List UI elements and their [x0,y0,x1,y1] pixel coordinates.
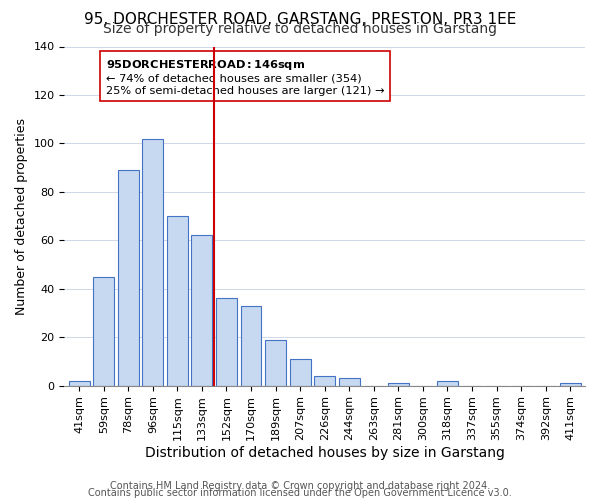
Bar [437,381,458,386]
Bar [290,359,311,386]
Text: Size of property relative to detached houses in Garstang: Size of property relative to detached ho… [103,22,497,36]
Y-axis label: Number of detached properties: Number of detached properties [15,118,28,314]
Text: 95, DORCHESTER ROAD, GARSTANG, PRESTON, PR3 1EE: 95, DORCHESTER ROAD, GARSTANG, PRESTON, … [84,12,516,28]
Bar [191,236,212,386]
Bar [142,138,163,386]
X-axis label: Distribution of detached houses by size in Garstang: Distribution of detached houses by size … [145,446,505,460]
Bar [314,376,335,386]
Bar [560,383,581,386]
Text: Contains HM Land Registry data © Crown copyright and database right 2024.: Contains HM Land Registry data © Crown c… [110,481,490,491]
Bar [265,340,286,386]
Text: Contains public sector information licensed under the Open Government Licence v3: Contains public sector information licen… [88,488,512,498]
Bar [216,298,237,386]
Bar [167,216,188,386]
Bar [388,383,409,386]
Bar [69,381,89,386]
Text: $\bf{95 DORCHESTER ROAD: 146sqm}$
← 74% of detached houses are smaller (354)
25%: $\bf{95 DORCHESTER ROAD: 146sqm}$ ← 74% … [106,58,385,96]
Bar [118,170,139,386]
Bar [241,306,262,386]
Bar [339,378,359,386]
Bar [93,276,114,386]
